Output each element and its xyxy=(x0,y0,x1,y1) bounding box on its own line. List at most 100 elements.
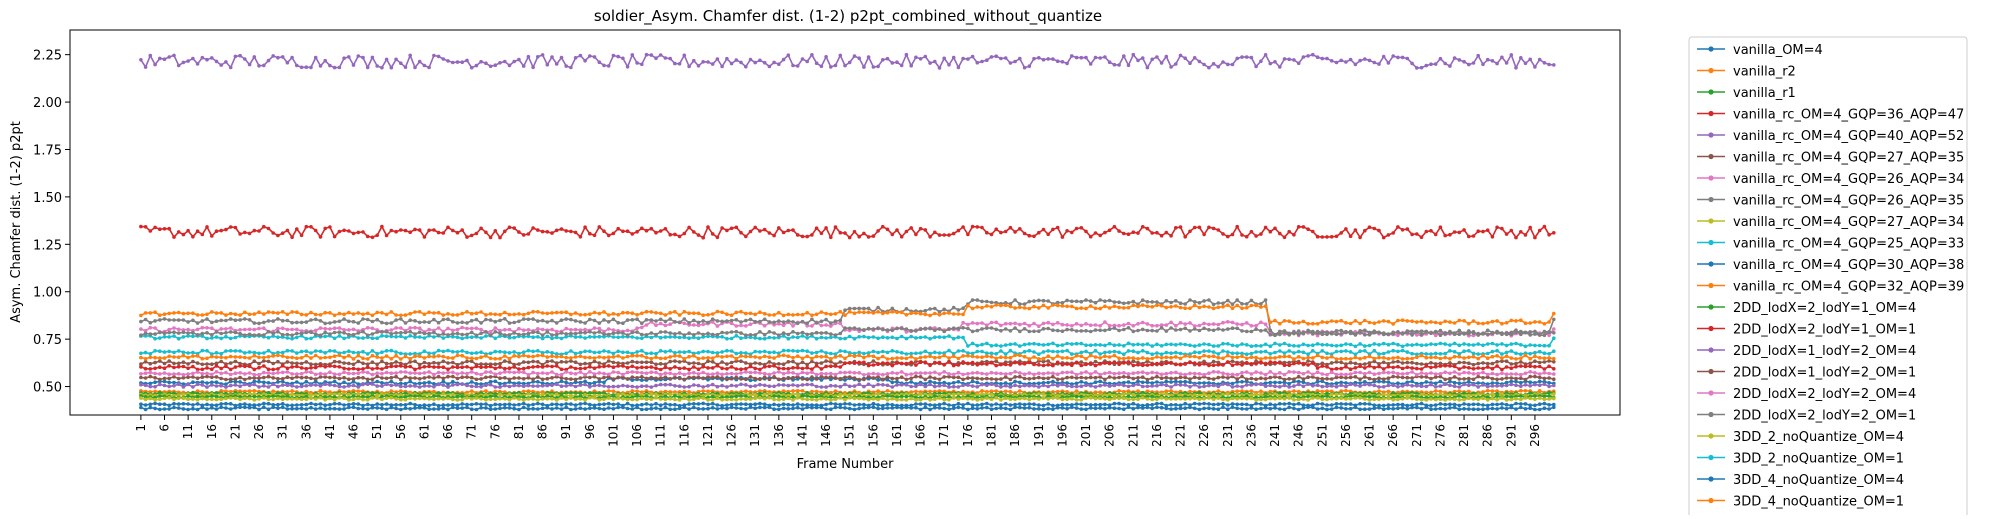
data-point xyxy=(389,375,394,380)
data-point xyxy=(1339,328,1343,333)
data-point xyxy=(800,319,805,324)
data-point xyxy=(295,380,299,384)
data-point xyxy=(1405,360,1410,365)
data-point xyxy=(923,228,928,232)
data-point xyxy=(276,376,280,381)
data-point xyxy=(280,377,285,381)
data-point xyxy=(1329,389,1334,394)
data-point xyxy=(432,360,436,365)
data-point xyxy=(1514,361,1518,366)
data-point xyxy=(592,233,597,238)
data-point xyxy=(417,310,422,314)
data-point xyxy=(526,232,531,236)
data-point xyxy=(380,367,384,371)
data-point xyxy=(337,392,342,396)
data-point xyxy=(630,335,635,339)
data-point xyxy=(290,336,294,341)
data-point xyxy=(1046,380,1050,385)
data-point xyxy=(295,361,299,366)
data-point xyxy=(143,366,148,371)
data-point xyxy=(238,364,242,368)
data-point xyxy=(899,63,904,68)
data-point xyxy=(290,372,294,376)
data-point xyxy=(1542,382,1547,387)
data-point xyxy=(710,320,715,324)
data-point xyxy=(526,360,531,365)
data-point xyxy=(696,336,701,341)
data-point xyxy=(1519,343,1523,347)
data-point xyxy=(810,53,814,57)
data-point xyxy=(158,359,162,363)
data-point xyxy=(1088,361,1093,365)
data-point xyxy=(172,311,176,315)
data-point xyxy=(658,362,663,366)
data-point xyxy=(186,327,190,332)
data-point xyxy=(1240,306,1244,311)
data-point xyxy=(394,313,398,317)
data-point xyxy=(375,371,380,376)
data-point xyxy=(451,403,455,407)
data-point xyxy=(1433,232,1438,237)
data-point xyxy=(1476,53,1480,58)
data-point xyxy=(710,401,715,406)
data-point xyxy=(989,382,994,387)
data-point xyxy=(862,373,866,377)
data-point xyxy=(985,376,989,381)
data-point xyxy=(994,227,998,231)
data-point xyxy=(1476,342,1480,346)
data-point xyxy=(1226,403,1230,407)
data-point xyxy=(488,379,493,384)
data-point xyxy=(720,360,724,364)
data-point xyxy=(427,65,431,70)
data-point xyxy=(252,372,257,377)
data-point xyxy=(819,319,824,324)
data-point xyxy=(1278,65,1282,69)
data-point xyxy=(469,311,474,316)
data-point xyxy=(1552,231,1556,235)
data-point xyxy=(205,371,209,376)
data-point xyxy=(347,319,351,324)
data-point xyxy=(526,392,531,396)
data-point xyxy=(970,341,975,346)
data-point xyxy=(975,385,980,389)
data-point xyxy=(1249,383,1254,387)
data-point xyxy=(805,59,809,64)
data-point xyxy=(696,372,701,376)
data-point xyxy=(1358,384,1362,388)
data-point xyxy=(257,385,261,389)
data-point xyxy=(777,377,781,382)
data-point xyxy=(1552,383,1556,388)
data-point xyxy=(191,234,195,239)
data-point xyxy=(838,360,843,364)
data-point xyxy=(885,402,890,407)
data-point xyxy=(1018,359,1022,364)
data-point xyxy=(1197,301,1202,305)
data-point xyxy=(1084,306,1088,311)
data-point xyxy=(1122,344,1126,348)
data-point xyxy=(838,392,843,397)
data-point xyxy=(1391,231,1395,235)
data-point xyxy=(153,384,157,389)
data-point xyxy=(224,327,228,331)
data-point xyxy=(947,334,951,338)
data-point xyxy=(441,336,446,340)
data-point xyxy=(715,309,720,314)
data-point xyxy=(474,63,479,68)
data-point xyxy=(819,367,824,371)
data-point xyxy=(1155,374,1159,379)
data-point xyxy=(1013,321,1017,326)
data-point xyxy=(890,309,895,314)
data-point xyxy=(365,311,370,316)
data-point xyxy=(597,379,602,384)
data-point xyxy=(195,382,200,387)
data-point xyxy=(635,360,639,365)
data-point xyxy=(1485,403,1490,408)
data-point xyxy=(228,361,233,365)
data-point xyxy=(219,336,223,341)
data-point xyxy=(767,360,772,364)
data-point xyxy=(210,394,214,398)
data-point xyxy=(389,371,394,376)
data-point xyxy=(956,380,961,384)
data-point xyxy=(1528,57,1532,62)
data-point xyxy=(1344,362,1348,366)
